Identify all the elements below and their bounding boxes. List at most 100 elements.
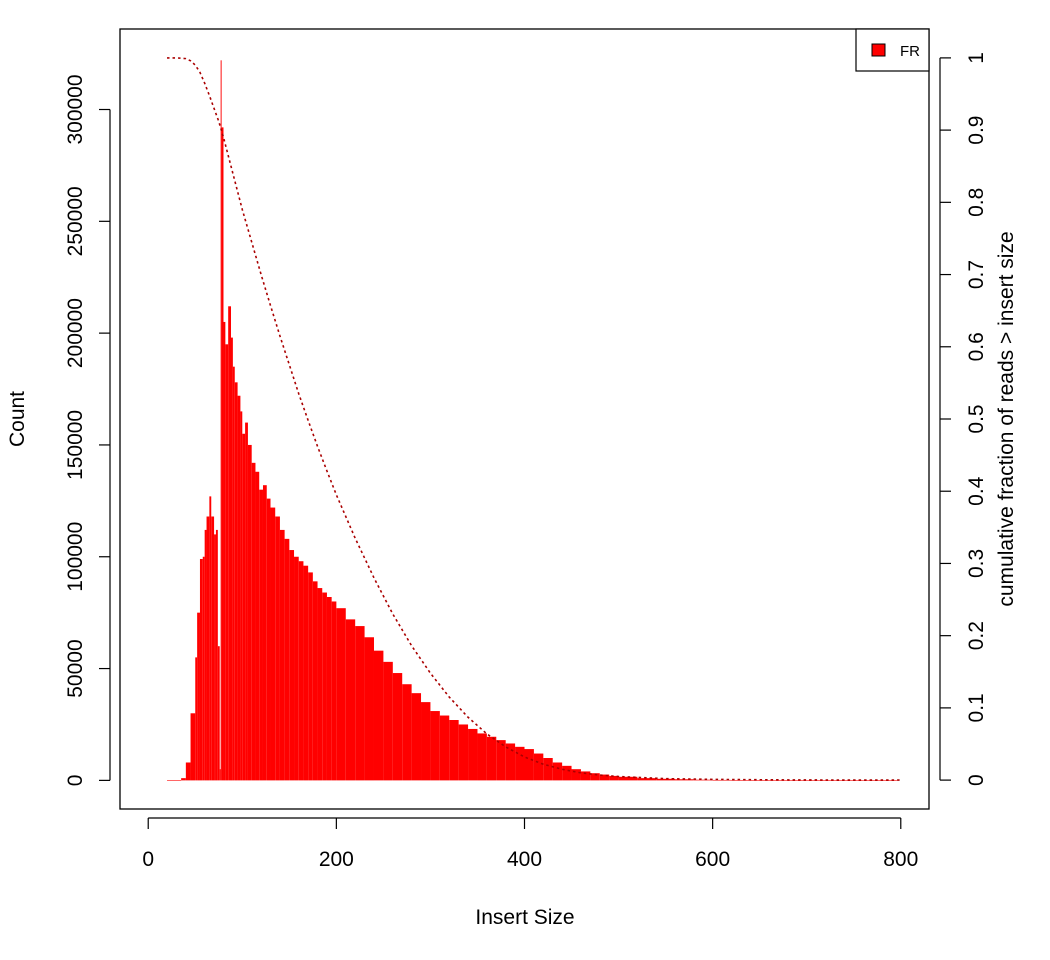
histogram-bar [266,498,271,781]
histogram-bar [580,771,591,781]
histogram-bar [515,746,525,781]
histogram-bar [402,684,412,781]
histogram-bar [326,597,332,781]
histogram-bar [259,489,263,781]
histogram-bar [195,657,198,781]
histogram-bar [731,780,751,781]
histogram-bar [486,736,497,781]
histogram-bar [215,529,218,781]
histogram-bar [197,612,200,781]
histogram-bar [275,516,280,781]
histogram-bar [167,780,182,781]
histogram-bar [590,773,600,781]
histogram-bar [270,507,276,781]
x-axis-label: Insert Size [475,906,574,929]
histogram-bar [190,713,196,781]
histogram-bar [675,779,694,781]
y2-tick-label: 0.8 [965,188,988,217]
histogram-bar [562,765,572,781]
y-tick-label: 200000 [64,298,87,368]
x-tick-label: 200 [319,848,354,871]
histogram-bar [206,516,210,781]
y2-tick-label: 0.9 [965,116,988,145]
histogram-bar [693,779,713,781]
histogram-bar [219,769,221,781]
histogram-bar [896,780,898,781]
histogram-bar [421,702,431,781]
histogram-bar [449,720,459,781]
cumulative-fraction-line [167,57,901,781]
histogram-bar [220,60,222,781]
histogram-bar [496,740,506,781]
histogram-bar [232,366,235,781]
histogram-bar [298,561,304,781]
histogram-bar [211,516,215,781]
histogram-bar [411,693,422,781]
histogram-bar [221,127,224,781]
histogram-bar [217,646,220,781]
histogram-bar [477,733,487,781]
histogram-bar [825,780,845,781]
histogram-bar [524,749,534,781]
histogram-bar [336,608,346,781]
legend-swatch [871,43,886,57]
y2-tick-label: 0.6 [965,332,988,361]
histogram-bar [202,556,205,781]
histogram-bar [294,556,299,781]
y-tick-label: 250000 [64,186,87,256]
histogram-bar [245,422,248,781]
histogram-bar [185,762,191,781]
histogram-bar [214,534,216,781]
histogram-bar [439,715,450,781]
y-axis-left: 0 50000 100000 150000 200000 250000 300000 [64,74,111,787]
histogram-bar [599,774,610,781]
histogram-bar [468,728,478,781]
histogram-bar [430,711,440,781]
histogram-bar [552,762,563,781]
x-axis: 0 200 400 600 800 [142,817,918,871]
histogram-bar [199,558,203,781]
y-axis-right: 0 0.1 0.2 0.3 0.4 0.5 0.6 0.7 0.8 0.9 1 [939,52,988,786]
histogram-bar [364,637,374,781]
y-axis-label: Count [6,391,29,447]
histogram-bar [533,753,544,781]
y2-axis-label: cumulative fraction of reads > insert si… [995,231,1018,606]
y2-tick-label: 1 [965,52,988,64]
histogram-bar [881,780,897,781]
histogram-bar [223,321,226,781]
histogram-bar [242,433,246,781]
histogram-bar [458,724,469,781]
legend: FR [855,28,930,72]
histogram-bar [181,778,186,781]
x-tick-label: 600 [695,848,730,871]
histogram-bar [240,411,243,781]
x-tick-label: 400 [507,848,542,871]
histogram-bar [225,344,229,781]
histogram-bar [303,565,309,781]
y-tick-label: 0 [64,775,87,787]
histogram-bar [505,743,516,781]
legend-label: FR [900,43,920,60]
y-tick-label: 100000 [64,522,87,592]
y2-tick-label: 0.7 [965,260,988,289]
y2-tick-label: 0.2 [965,621,988,650]
histogram-bar [543,758,553,781]
histogram-bar [308,572,313,781]
histogram-bar [284,538,290,781]
histogram-bar [255,471,260,781]
y2-tick-label: 0.1 [965,693,988,722]
histogram-bar [322,592,327,781]
histogram-bar [234,382,238,781]
x-tick-label: 0 [142,848,154,871]
y2-tick-label: 0.3 [965,549,988,578]
histogram-bar [317,588,323,781]
histogram-bar [312,581,318,781]
histogram-bar [204,529,207,781]
histogram-bar [392,673,403,781]
histogram-bar [345,619,356,781]
histogram-bar [383,661,393,781]
histogram-bar [247,444,252,781]
histogram-bar [863,780,882,781]
histogram-bar [289,550,295,781]
